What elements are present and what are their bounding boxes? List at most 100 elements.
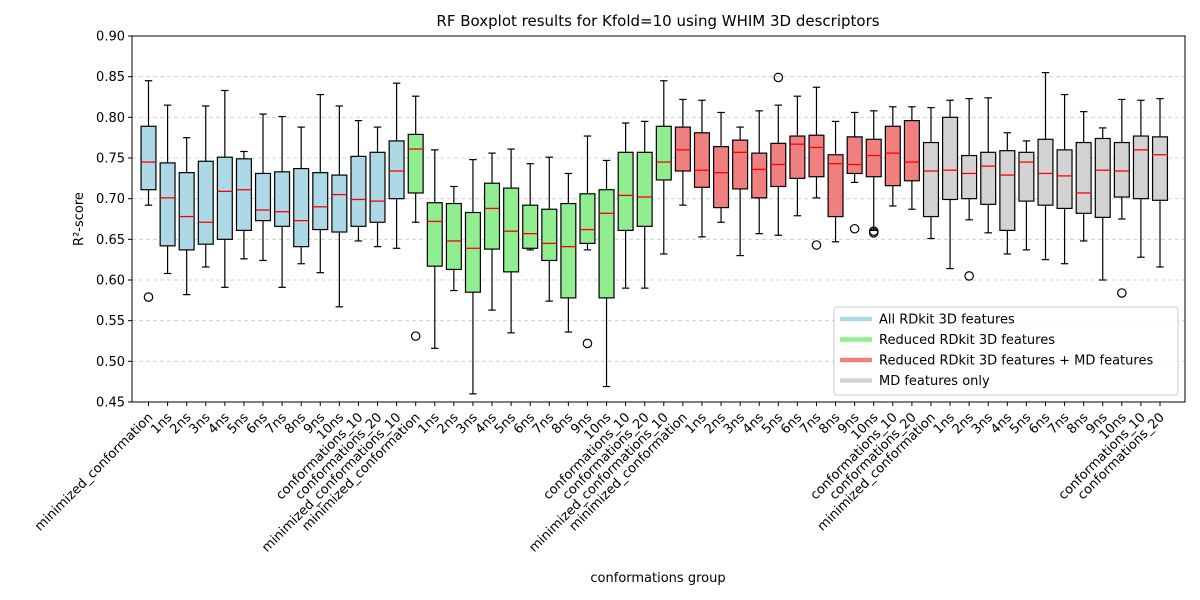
iqr-box	[961, 154, 978, 200]
iqr-box	[1018, 151, 1035, 202]
box-10ns	[331, 105, 348, 308]
outlier-point	[964, 271, 974, 281]
box-9ns	[579, 135, 596, 349]
y-tick-label: 0.80	[96, 111, 125, 126]
box-conformations_20	[1151, 98, 1169, 268]
iqr-box	[579, 193, 596, 245]
x-axis-label: conformations group	[590, 571, 725, 586]
box-conformations_20	[636, 120, 653, 289]
box-1ns	[942, 99, 959, 270]
box-7ns	[808, 86, 825, 250]
box-2ns	[713, 111, 730, 223]
y-tick-label: 0.90	[96, 30, 125, 45]
box-10ns	[598, 159, 615, 388]
box-conformations_20	[903, 106, 920, 210]
box-conformations_20	[369, 126, 386, 248]
legend-frame	[833, 306, 1179, 396]
iqr-box	[1037, 138, 1054, 206]
iqr-box	[1056, 149, 1073, 210]
iqr-box	[254, 172, 272, 222]
box-5ns	[770, 72, 787, 236]
y-axis-label: R²-score	[72, 192, 87, 246]
box-6ns	[789, 95, 806, 217]
iqr-box	[503, 187, 520, 273]
box-2ns	[445, 185, 462, 292]
iqr-box	[865, 138, 882, 178]
iqr-box	[445, 202, 462, 271]
box-minimized_conformations_10	[388, 82, 405, 249]
box-10ns	[1113, 98, 1130, 298]
box-9ns	[846, 111, 863, 234]
legend-label: All RDkit 3D features	[879, 313, 1015, 328]
box-4ns	[751, 110, 768, 235]
box-5ns	[235, 150, 252, 260]
box-2ns	[178, 137, 195, 296]
outlier-point	[582, 338, 593, 349]
iqr-box	[541, 208, 558, 262]
y-axis-ticks: 0.45 0.50 0.55 0.60 0.65 0.70 0.75 0.80 0.85 0.90	[96, 30, 132, 411]
legend-label: Reduced RDkit 3D features	[879, 333, 1055, 348]
box-1ns	[159, 104, 176, 275]
box-3ns	[464, 159, 481, 395]
box-5ns	[503, 148, 520, 334]
iqr-box	[617, 151, 634, 231]
y-tick-label: 0.50	[96, 355, 125, 370]
box-conformations_10	[350, 119, 367, 242]
box-10ns	[865, 110, 882, 238]
iqr-box	[693, 132, 711, 188]
box-7ns	[1056, 93, 1073, 265]
box-conformations_10	[1132, 99, 1149, 258]
iqr-box	[1132, 135, 1149, 200]
boxes	[140, 71, 1169, 395]
iqr-box	[751, 152, 768, 199]
legend-item: MD features only	[840, 374, 990, 389]
iqr-box	[388, 140, 405, 200]
y-tick-label: 0.70	[96, 192, 125, 207]
y-tick-label: 0.45	[96, 396, 125, 411]
box-9ns	[1094, 127, 1111, 281]
outlier-point	[143, 292, 154, 302]
iqr-box	[293, 167, 310, 248]
x-axis-ticks: minimized_conformation1ns2ns3ns4ns5ns6ns…	[32, 402, 1168, 555]
iqr-box	[903, 119, 920, 182]
legend: All RDkit 3D features Reduced RDkit 3D fe…	[833, 306, 1179, 396]
box-conformations_10	[617, 122, 634, 289]
legend-item: Reduced RDkit 3D features + MD features	[840, 354, 1153, 369]
legend-item: Reduced RDkit 3D features	[840, 333, 1055, 348]
iqr-box	[178, 172, 195, 251]
y-tick-label: 0.85	[96, 70, 125, 85]
box-5ns	[1018, 140, 1035, 251]
box-conformations_10	[884, 106, 901, 207]
chart-title: RF Boxplot results for Kfold=10 using WH…	[436, 12, 879, 30]
box-3ns	[197, 105, 214, 268]
y-tick-label: 0.65	[96, 233, 125, 248]
y-tick-label: 0.60	[96, 274, 125, 289]
iqr-box	[808, 134, 825, 178]
iqr-box	[732, 139, 749, 190]
iqr-box	[1075, 141, 1092, 214]
iqr-box	[789, 135, 806, 179]
box-7ns	[274, 115, 291, 288]
iqr-box	[274, 171, 291, 227]
iqr-box	[331, 174, 348, 233]
iqr-box	[1151, 136, 1169, 201]
y-tick-label: 0.55	[96, 314, 125, 329]
iqr-box	[426, 202, 443, 267]
box-1ns	[426, 149, 443, 349]
box-8ns	[827, 120, 844, 243]
outlier-point	[849, 223, 860, 234]
iqr-box	[483, 182, 501, 250]
iqr-box	[522, 204, 539, 249]
legend-label: MD features only	[879, 374, 990, 389]
legend-label: Reduced RDkit 3D features + MD features	[879, 354, 1153, 369]
box-6ns	[522, 163, 539, 251]
box-1ns	[693, 99, 711, 238]
iqr-box	[407, 133, 424, 194]
iqr-box	[713, 146, 730, 209]
iqr-box	[598, 189, 615, 299]
box-9ns	[312, 93, 329, 274]
box-4ns	[216, 89, 233, 288]
box-minimized_conformation	[922, 106, 940, 240]
box-minimized_conformations_10	[655, 80, 672, 255]
